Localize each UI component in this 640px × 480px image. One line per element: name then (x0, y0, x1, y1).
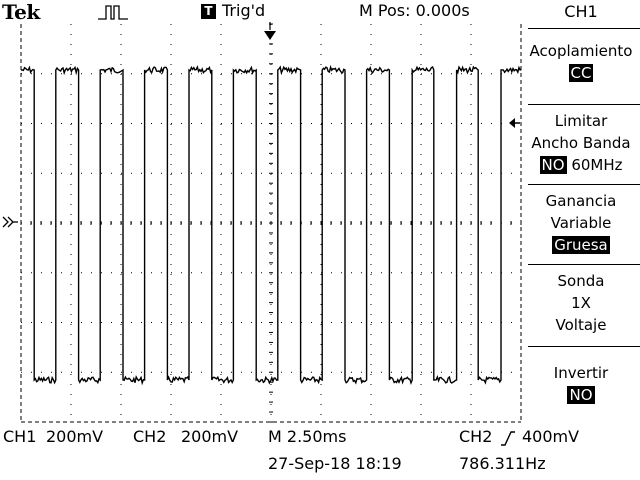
menu-divider (528, 264, 640, 265)
probe-option[interactable]: Sonda 1X Voltaje (522, 270, 640, 336)
ch1-ground-marker (2, 216, 18, 228)
horizontal-position: M Pos: 0.000s (359, 1, 470, 20)
ch2-scale: 200mV (181, 427, 239, 446)
trigger-badge-icon: T (201, 4, 216, 19)
channel-menu: CH1 Acoplamiento CC Limitar Ancho Banda … (522, 0, 640, 430)
brand-logo: Tek (2, 0, 40, 24)
menu-divider (528, 28, 640, 29)
invert-option[interactable]: Invertir NO (522, 362, 640, 406)
invert-label: Invertir (553, 364, 609, 382)
probe-value: 1X (571, 294, 591, 312)
ch1-label: CH1 (3, 427, 37, 446)
menu-divider (528, 346, 640, 347)
menu-title: CH1 (564, 2, 598, 21)
trigger-level: 400mV (522, 427, 580, 446)
bandwidth-label-1: Limitar (554, 112, 608, 130)
trigger-status: Trig'd (222, 1, 266, 20)
trigger-source: CH2 (459, 427, 493, 446)
probe-label: Sonda (557, 272, 605, 290)
trigger-level-marker (509, 118, 520, 128)
bandwidth-label-2: Ancho Banda (531, 134, 631, 152)
graticule (20, 23, 522, 423)
trigger-position-marker (264, 22, 276, 40)
acquisition-pulse-icon (98, 5, 128, 20)
bandwidth-value: NO (539, 156, 567, 174)
coupling-value: CC (568, 64, 594, 82)
gain-value: Gruesa (552, 236, 610, 254)
date-time: 27-Sep-18 18:19 (268, 454, 402, 473)
frequency-readout: 786.311Hz (459, 454, 546, 473)
channel-trace (20, 64, 522, 386)
timebase-readout: M 2.50ms (268, 427, 347, 446)
gain-label-1: Ganancia (545, 192, 617, 210)
invert-value: NO (567, 386, 595, 404)
ch2-label: CH2 (133, 427, 167, 446)
ch1-scale: 200mV (46, 427, 104, 446)
bandwidth-limit-option[interactable]: Limitar Ancho Banda NO 60MHz (522, 110, 640, 176)
probe-unit: Voltaje (555, 316, 607, 334)
coupling-label: Acoplamiento (529, 42, 633, 60)
menu-divider (528, 184, 640, 185)
gain-label-2: Variable (550, 214, 612, 232)
bandwidth-extra: 60MHz (571, 156, 623, 174)
coupling-option[interactable]: Acoplamiento CC (522, 40, 640, 84)
rising-edge-icon (501, 431, 515, 446)
variable-gain-option[interactable]: Ganancia Variable Gruesa (522, 190, 640, 256)
menu-divider (528, 104, 640, 105)
